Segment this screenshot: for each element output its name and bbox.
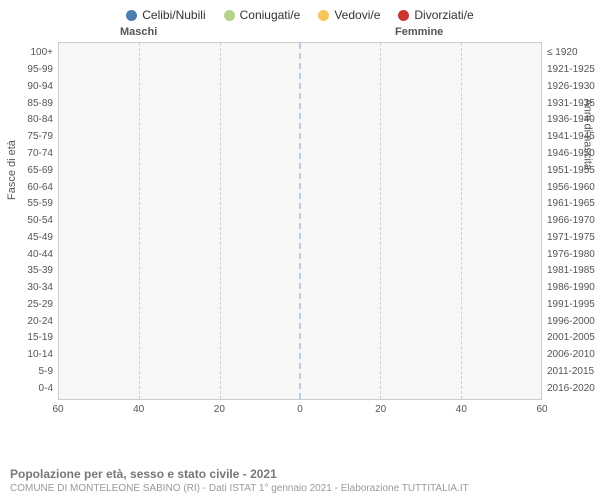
age-label: 5-9: [9, 367, 59, 377]
legend-item: Vedovi/e: [318, 8, 380, 22]
age-label: 95-99: [9, 65, 59, 75]
birth-label: 1951-1955: [541, 166, 597, 176]
age-row: 100+≤ 1920: [59, 45, 541, 62]
legend-label: Coniugati/e: [240, 8, 301, 22]
age-label: 70-74: [9, 149, 59, 159]
age-label: 0-4: [9, 384, 59, 394]
age-label: 25-29: [9, 300, 59, 310]
x-tick-label: 20: [375, 404, 386, 415]
age-row: 90-941926-1930: [59, 79, 541, 96]
gridline: [139, 43, 140, 399]
birth-label: 2006-2010: [541, 350, 597, 360]
chart-title: Popolazione per età, sesso e stato civil…: [10, 467, 469, 481]
x-tick-label: 60: [536, 404, 547, 415]
age-row: 95-991921-1925: [59, 62, 541, 79]
legend-swatch: [398, 10, 409, 21]
age-label: 80-84: [9, 115, 59, 125]
plot: 100+≤ 192095-991921-192590-941926-193085…: [58, 42, 542, 400]
birth-label: 1936-1940: [541, 115, 597, 125]
age-label: 10-14: [9, 350, 59, 360]
x-tick-label: 60: [52, 404, 63, 415]
age-label: 75-79: [9, 132, 59, 142]
birth-label: ≤ 1920: [541, 48, 597, 58]
birth-label: 1956-1960: [541, 183, 597, 193]
legend-label: Celibi/Nubili: [142, 8, 205, 22]
birth-label: 1931-1935: [541, 99, 597, 109]
birth-label: 1961-1965: [541, 199, 597, 209]
age-label: 55-59: [9, 199, 59, 209]
age-label: 35-39: [9, 266, 59, 276]
birth-label: 1966-1970: [541, 216, 597, 226]
footer: Popolazione per età, sesso e stato civil…: [10, 467, 469, 494]
legend-swatch: [126, 10, 137, 21]
birth-label: 1926-1930: [541, 82, 597, 92]
birth-label: 1991-1995: [541, 300, 597, 310]
header-female: Femmine: [395, 26, 443, 38]
age-row: 20-241996-2000: [59, 313, 541, 330]
age-row: 45-491971-1975: [59, 229, 541, 246]
age-row: 5-92011-2015: [59, 364, 541, 381]
gridline: [380, 43, 381, 399]
birth-label: 1981-1985: [541, 266, 597, 276]
legend-label: Vedovi/e: [334, 8, 380, 22]
age-label: 60-64: [9, 183, 59, 193]
legend-item: Coniugati/e: [224, 8, 301, 22]
age-label: 30-34: [9, 283, 59, 293]
age-row: 15-192001-2005: [59, 330, 541, 347]
birth-label: 1976-1980: [541, 250, 597, 260]
age-row: 30-341986-1990: [59, 280, 541, 297]
age-row: 25-291991-1995: [59, 296, 541, 313]
age-label: 45-49: [9, 233, 59, 243]
chart-subtitle: COMUNE DI MONTELEONE SABINO (RI) - Dati …: [10, 483, 469, 494]
legend-item: Divorziati/e: [398, 8, 473, 22]
age-row: 85-891931-1935: [59, 95, 541, 112]
age-row: 55-591961-1965: [59, 196, 541, 213]
birth-label: 1941-1945: [541, 132, 597, 142]
age-row: 60-641956-1960: [59, 179, 541, 196]
legend-item: Celibi/Nubili: [126, 8, 205, 22]
birth-label: 1921-1925: [541, 65, 597, 75]
x-tick-label: 0: [297, 404, 303, 415]
age-row: 75-791941-1945: [59, 129, 541, 146]
birth-label: 2001-2005: [541, 333, 597, 343]
gridline: [461, 43, 462, 399]
birth-label: 1986-1990: [541, 283, 597, 293]
x-tick-label: 40: [456, 404, 467, 415]
age-row: 80-841936-1940: [59, 112, 541, 129]
age-label: 20-24: [9, 317, 59, 327]
age-label: 65-69: [9, 166, 59, 176]
chart-area: 100+≤ 192095-991921-192590-941926-193085…: [58, 42, 542, 422]
age-label: 85-89: [9, 99, 59, 109]
age-label: 90-94: [9, 82, 59, 92]
gridline: [220, 43, 221, 399]
legend-swatch: [224, 10, 235, 21]
age-label: 50-54: [9, 216, 59, 226]
birth-label: 2011-2015: [541, 367, 597, 377]
age-row: 70-741946-1950: [59, 146, 541, 163]
header-male: Maschi: [120, 26, 157, 38]
age-row: 10-142006-2010: [59, 347, 541, 364]
x-ticks: 6040200204060: [58, 402, 542, 422]
legend-label: Divorziati/e: [414, 8, 473, 22]
birth-label: 2016-2020: [541, 384, 597, 394]
age-row: 50-541966-1970: [59, 213, 541, 230]
age-row: 0-42016-2020: [59, 380, 541, 397]
x-tick-label: 40: [133, 404, 144, 415]
age-row: 40-441976-1980: [59, 246, 541, 263]
legend-swatch: [318, 10, 329, 21]
age-row: 65-691951-1955: [59, 162, 541, 179]
birth-label: 1996-2000: [541, 317, 597, 327]
birth-label: 1971-1975: [541, 233, 597, 243]
column-headers: Maschi Femmine: [0, 26, 600, 42]
age-row: 35-391981-1985: [59, 263, 541, 280]
age-label: 100+: [9, 48, 59, 58]
legend: Celibi/Nubili Coniugati/e Vedovi/e Divorzia…: [0, 0, 600, 26]
x-tick-label: 20: [214, 404, 225, 415]
bar-rows: 100+≤ 192095-991921-192590-941926-193085…: [59, 45, 541, 397]
age-label: 15-19: [9, 333, 59, 343]
birth-label: 1946-1950: [541, 149, 597, 159]
age-label: 40-44: [9, 250, 59, 260]
